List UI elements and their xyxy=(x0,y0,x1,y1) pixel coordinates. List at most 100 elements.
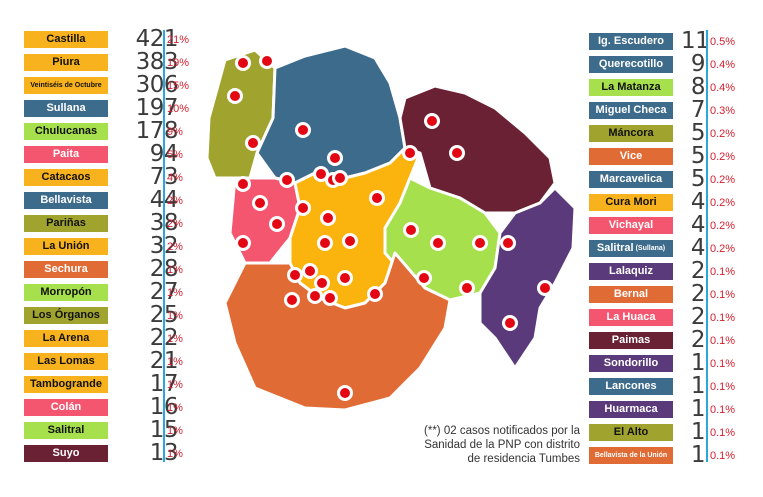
right-list-row: Cura Mori 4 0.2% xyxy=(589,189,759,215)
left-list-row: La Unión322% xyxy=(24,233,194,259)
case-marker-dot xyxy=(272,219,282,229)
left-list-row: Castilla 421 21% xyxy=(24,26,194,52)
district-name-badge: Chulucanas xyxy=(24,123,108,140)
district-name-badge: Lalaquiz xyxy=(589,263,673,280)
case-marker-dot xyxy=(372,193,382,203)
right-list-row: La Huaca 2 0.1% xyxy=(589,304,759,330)
district-suffix: (Sullana) xyxy=(635,245,666,252)
footnote-line-2: Sanidad de la PNP con distrito xyxy=(424,439,580,451)
case-marker-dot xyxy=(305,266,315,276)
case-marker-dot xyxy=(282,175,292,185)
case-count: 4 xyxy=(690,235,706,261)
case-percentage: 0.1% xyxy=(710,312,736,324)
district-name-badge: Sullana xyxy=(24,100,108,117)
case-markers xyxy=(227,53,553,401)
right-list-row: Lancones 1 0.1% xyxy=(589,373,759,399)
case-marker-dot xyxy=(330,153,340,163)
case-count: 5 xyxy=(690,166,706,192)
district-name-badge: El Alto xyxy=(589,424,673,441)
case-marker-dot xyxy=(316,169,326,179)
case-percentage: 1% xyxy=(167,448,183,460)
case-marker-dot xyxy=(462,283,472,293)
left-list-row: Catacaos734% xyxy=(24,164,194,190)
case-count: 2 xyxy=(690,304,706,330)
case-percentage: 0.2% xyxy=(710,220,736,232)
case-marker-dot xyxy=(323,213,333,223)
right-list-row: Bernal 2 0.1% xyxy=(589,281,759,307)
district-name-badge: Paimas xyxy=(589,332,673,349)
case-percentage: 0.1% xyxy=(710,450,736,462)
left-list-row: Veintiséis de Octubre 306 15% xyxy=(24,72,194,98)
right-list-row: Vichayal 4 0.2% xyxy=(589,212,759,238)
left-list-row: Chulucanas 178 9% xyxy=(24,118,194,144)
case-percentage: 1% xyxy=(167,425,183,437)
case-count: 197 xyxy=(135,95,179,121)
case-count: 8 xyxy=(690,74,706,100)
right-list-row: La Matanza 8 0.4% xyxy=(589,74,759,100)
case-percentage: 2% xyxy=(167,218,183,230)
left-list-row: Piura 383 19% xyxy=(24,49,194,75)
left-list-row: Bellavista442% xyxy=(24,187,194,213)
district-name-badge: Vice xyxy=(589,148,673,165)
case-percentage: 0.1% xyxy=(710,335,736,347)
district-name-badge: Sechura xyxy=(24,261,108,278)
case-count: 1 xyxy=(690,373,706,399)
case-percentage: 0.3% xyxy=(710,105,736,117)
district-name-badge: La Huaca xyxy=(589,309,673,326)
right-list-row: Marcavelica 5 0.2% xyxy=(589,166,759,192)
case-percentage: 0.1% xyxy=(710,358,736,370)
case-marker-dot xyxy=(298,125,308,135)
case-count: 11 xyxy=(681,28,710,54)
case-count: 5 xyxy=(690,120,706,146)
case-percentage: 1% xyxy=(167,310,183,322)
footnote: (**) 02 casos notificados por la Sanidad… xyxy=(380,424,580,466)
case-percentage: 1% xyxy=(167,379,183,391)
case-marker-dot xyxy=(298,203,308,213)
district-name-badge: Querecotillo xyxy=(589,56,673,73)
piura-region-map xyxy=(205,44,577,412)
left-list-row: Sechura281% xyxy=(24,256,194,282)
district-name-badge: Bellavista xyxy=(24,192,108,209)
case-marker-dot xyxy=(238,179,248,189)
case-percentage: 0.4% xyxy=(710,82,736,94)
case-marker-dot xyxy=(405,148,415,158)
district-name-badge: Bernal xyxy=(589,286,673,303)
district-name-badge: Catacaos xyxy=(24,169,108,186)
case-count: 306 xyxy=(135,72,179,98)
footnote-line-1: (**) 02 casos notificados por la xyxy=(424,425,580,437)
right-list-row: Miguel Checa 7 0.3% xyxy=(589,97,759,123)
case-percentage: 1% xyxy=(167,402,183,414)
right-list-row: Salitral (Sullana) 4 0.2% xyxy=(589,235,759,261)
case-percentage: 0.2% xyxy=(710,243,736,255)
left-list-row: Colán161% xyxy=(24,394,194,420)
left-list-row: Paita945% xyxy=(24,141,194,167)
case-percentage: 0.2% xyxy=(710,151,736,163)
district-name-badge: Marcavelica xyxy=(589,171,673,188)
right-list-row: Paimas 2 0.1% xyxy=(589,327,759,353)
case-marker-dot xyxy=(248,138,258,148)
left-divider-line xyxy=(163,30,165,462)
case-marker-dot xyxy=(505,318,515,328)
case-count: 2 xyxy=(690,327,706,353)
case-count: 1 xyxy=(690,396,706,422)
right-list-row: El Alto 1 0.1% xyxy=(589,419,759,445)
right-list-row: Bellavista de la Unión 1 0.1% xyxy=(589,442,759,468)
case-marker-dot xyxy=(310,291,320,301)
right-list-row: Lalaquiz 2 0.1% xyxy=(589,258,759,284)
case-count: 1 xyxy=(690,442,706,468)
case-count: 4 xyxy=(690,212,706,238)
case-percentage: 2% xyxy=(167,195,183,207)
case-count: 1 xyxy=(690,419,706,445)
district-name-badge: Salitral (Sullana) xyxy=(589,240,673,257)
case-percentage: 19% xyxy=(167,57,190,69)
case-percentage: 0.1% xyxy=(710,404,736,416)
case-percentage: 5% xyxy=(167,149,183,161)
right-list-row: Máncora 5 0.2% xyxy=(589,120,759,146)
case-percentage: 9% xyxy=(167,126,183,138)
case-marker-dot xyxy=(290,270,300,280)
case-percentage: 10% xyxy=(167,103,190,115)
case-percentage: 4% xyxy=(167,172,183,184)
district-name-badge: Miguel Checa xyxy=(589,102,673,119)
case-marker-dot xyxy=(287,295,297,305)
case-percentage: 0.1% xyxy=(710,427,736,439)
